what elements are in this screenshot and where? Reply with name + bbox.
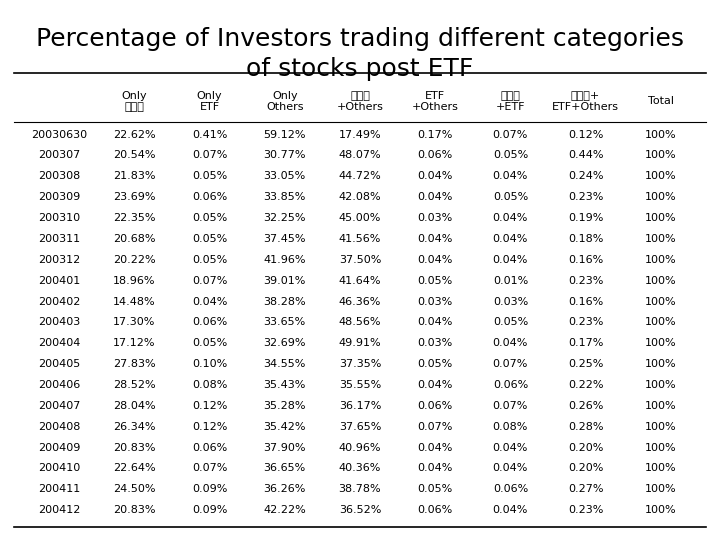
Text: Percentage of Investors trading different categories
of stocks post ETF: Percentage of Investors trading differen… [36,27,684,80]
